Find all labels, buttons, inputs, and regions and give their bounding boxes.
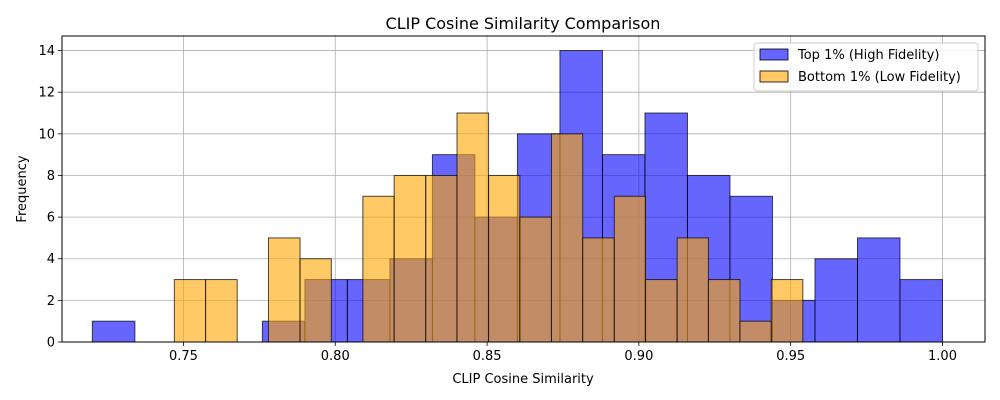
histogram-bar bbox=[739, 320, 772, 343]
chart-title: CLIP Cosine Similarity Comparison bbox=[386, 14, 661, 33]
y-tick-label: 8 bbox=[47, 169, 55, 184]
x-axis: 0.75 0.80 0.85 0.90 0.95 1.00 bbox=[169, 342, 957, 364]
histogram-bar bbox=[456, 112, 490, 343]
y-tick-label: 0 bbox=[47, 336, 55, 351]
x-tick-label: 1.00 bbox=[928, 349, 957, 364]
histogram-bar bbox=[425, 174, 458, 343]
x-tick-label: 0.90 bbox=[624, 349, 653, 364]
histogram-bar bbox=[519, 216, 552, 343]
y-axis-label: Frequency bbox=[15, 155, 30, 222]
x-tick-label: 0.80 bbox=[321, 349, 350, 364]
histogram-bar bbox=[299, 258, 332, 343]
histogram-bar bbox=[173, 279, 207, 343]
histogram-bar bbox=[91, 320, 136, 343]
histogram-bar bbox=[205, 279, 238, 343]
legend-swatch-bottom bbox=[759, 70, 789, 83]
histogram-bar bbox=[393, 174, 427, 343]
legend-swatch-top bbox=[759, 48, 789, 61]
x-tick-label: 0.85 bbox=[473, 349, 502, 364]
x-tick-label: 0.95 bbox=[776, 349, 805, 364]
histogram-bar bbox=[488, 174, 521, 343]
y-tick-label: 14 bbox=[38, 44, 55, 59]
legend-label-top: Top 1% (High Fidelity) bbox=[797, 48, 939, 63]
series-1-bars bbox=[173, 112, 804, 343]
histogram-bar bbox=[899, 279, 943, 343]
histogram-bar bbox=[770, 279, 804, 343]
x-tick-label: 0.75 bbox=[169, 349, 198, 364]
legend-label-bottom: Bottom 1% (Low Fidelity) bbox=[798, 70, 961, 85]
histogram-bar bbox=[707, 279, 741, 343]
histogram-bar bbox=[814, 258, 858, 343]
histogram-bar bbox=[582, 237, 615, 343]
histogram-bar bbox=[267, 237, 301, 343]
histogram-bar bbox=[856, 237, 901, 343]
histogram-bar bbox=[613, 195, 647, 343]
y-tick-label: 12 bbox=[38, 86, 55, 101]
x-axis-label: CLIP Cosine Similarity bbox=[452, 372, 594, 387]
legend: Top 1% (High Fidelity) Bottom 1% (Low Fi… bbox=[753, 42, 979, 92]
y-tick-label: 4 bbox=[47, 252, 55, 267]
y-tick-label: 10 bbox=[38, 127, 55, 142]
y-axis: 0 2 4 6 8 10 12 14 bbox=[38, 44, 62, 351]
histogram-bar bbox=[362, 195, 395, 343]
bars bbox=[91, 50, 943, 343]
histogram-bar bbox=[645, 279, 678, 343]
plot-frame bbox=[61, 35, 986, 343]
histogram-bar bbox=[550, 133, 584, 343]
y-tick-label: 2 bbox=[47, 294, 55, 309]
legend-box bbox=[753, 42, 979, 92]
histogram-bar bbox=[676, 237, 709, 343]
y-tick-label: 6 bbox=[47, 211, 55, 226]
